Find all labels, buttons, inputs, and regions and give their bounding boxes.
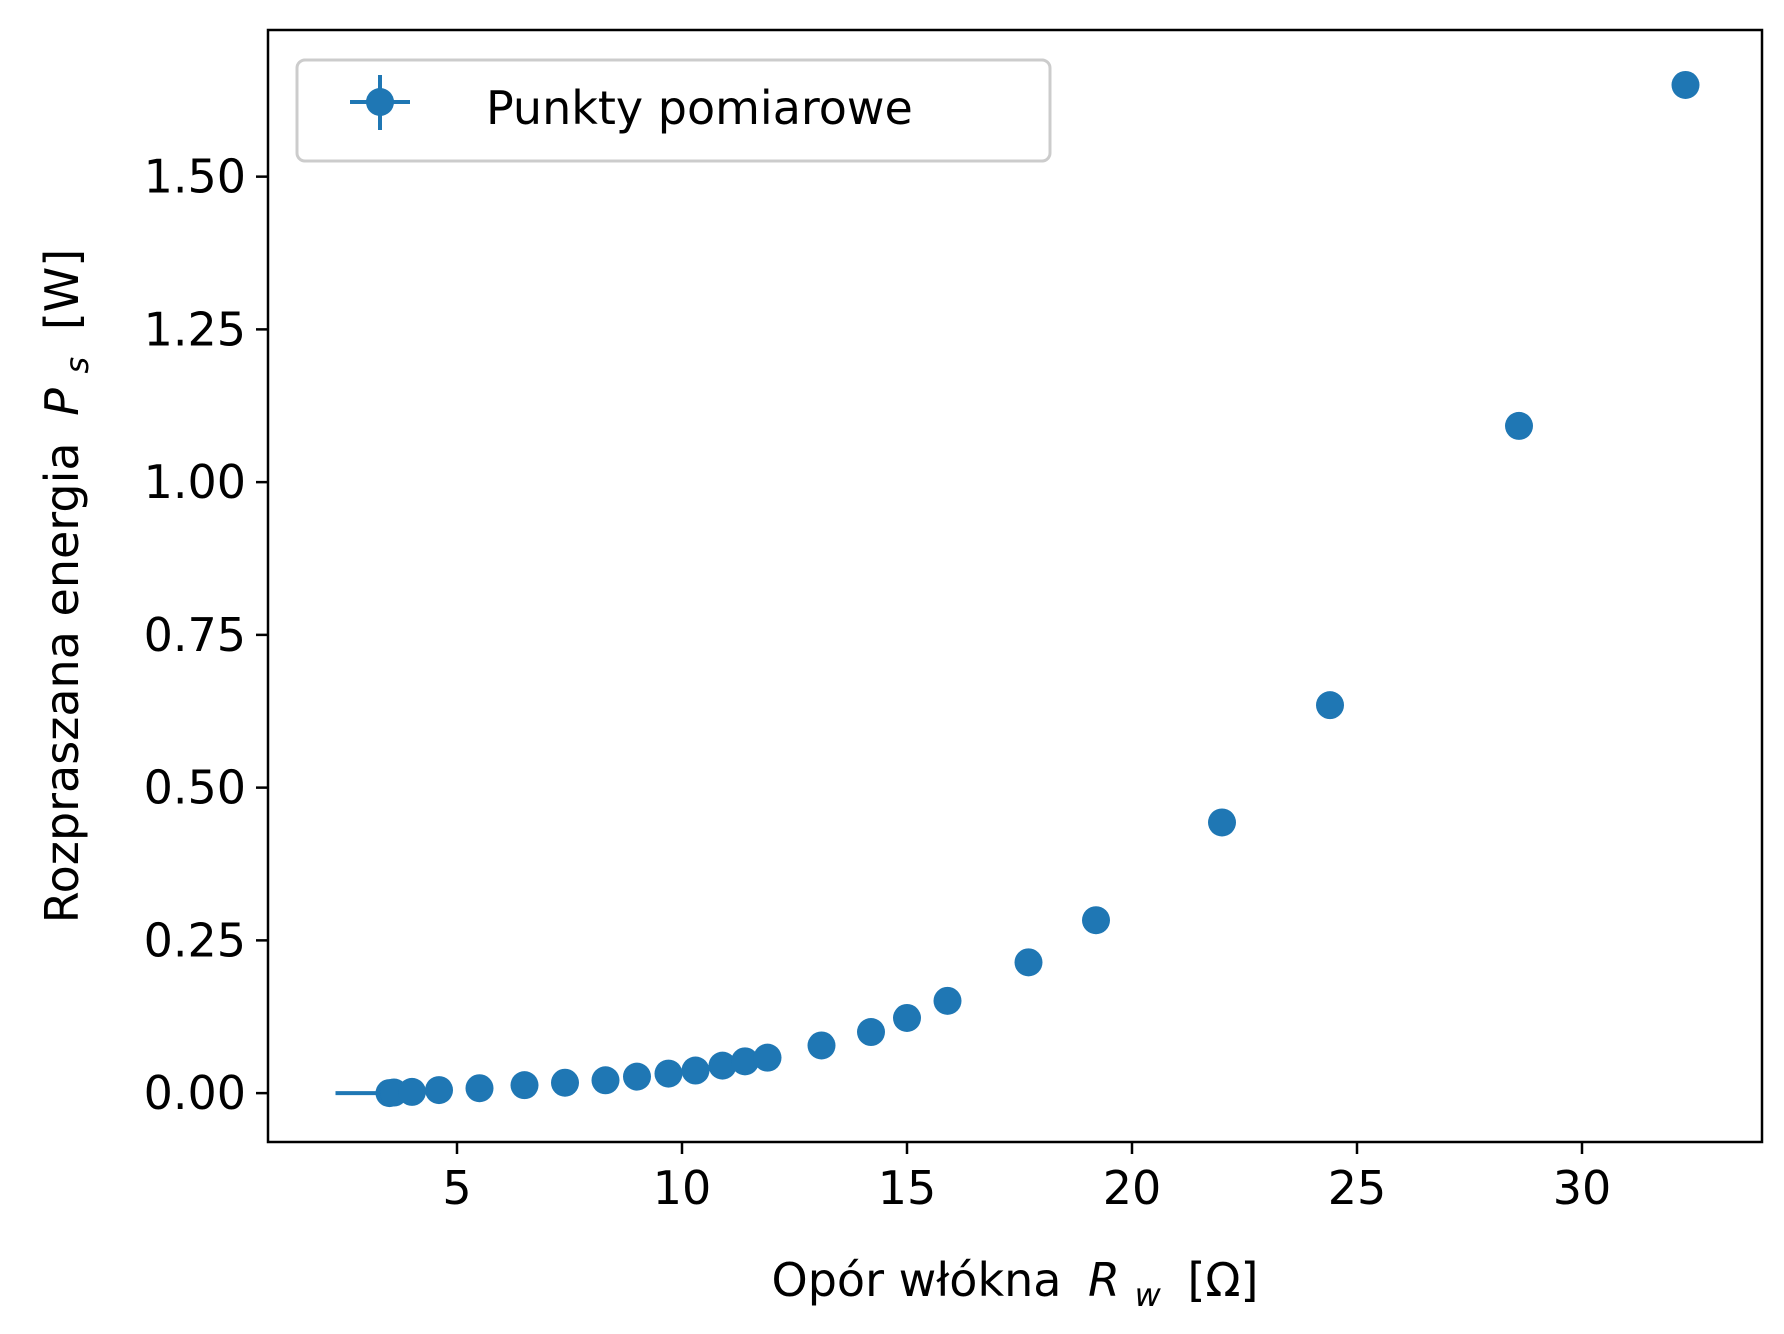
x-axis-label-unit: [Ω] <box>1187 1253 1258 1307</box>
legend-frame <box>295 58 1052 163</box>
legend-label: Punkty pomiarowe <box>486 81 913 135</box>
y-axis-label-symbol: P <box>35 388 89 416</box>
y-tick-label: 0.25 <box>144 913 246 967</box>
data-point <box>551 1068 579 1097</box>
y-tick-label: 1.25 <box>144 302 246 356</box>
x-tick-label: 30 <box>1553 1161 1612 1215</box>
data-point <box>731 1047 759 1076</box>
data-point <box>425 1076 453 1105</box>
axes: 5 10 15 20 25 30 0.00 0.25 0.50 0.75 1.00 1.25 1.50 <box>144 28 1764 1215</box>
data-point <box>1082 906 1110 935</box>
x-tick-label: 25 <box>1328 1161 1387 1215</box>
y-axis-label-unit: [W] <box>35 249 89 330</box>
y-axis-label: Rozpraszana energia P s [W] <box>35 249 99 923</box>
legend: Punkty pomiarowe <box>295 58 1052 163</box>
data-point <box>510 1071 539 1100</box>
y-axis-label-subscript: s <box>58 357 96 374</box>
plot-area <box>335 70 1700 1108</box>
axes-frame <box>266 28 1764 1144</box>
y-tick-label: 0.75 <box>144 608 246 662</box>
x-axis-label-symbol: R <box>1088 1253 1120 1307</box>
x-axis-label-text: Opór włókna <box>772 1253 1062 1307</box>
data-point <box>893 1003 921 1032</box>
x-tick-label: 15 <box>878 1161 937 1215</box>
x-axis-label-subscript: w <box>1135 1276 1162 1314</box>
x-tick-label: 5 <box>442 1161 471 1215</box>
y-axis-label-text: Rozpraszana energia <box>35 442 89 923</box>
x-axis-label: Opór włókna R w [Ω] <box>772 1253 1259 1317</box>
data-point <box>807 1031 836 1060</box>
y-tick-label: 0.00 <box>144 1066 246 1120</box>
y-tick-label: 1.50 <box>144 150 246 204</box>
data-point <box>591 1066 620 1095</box>
data-point <box>933 986 962 1015</box>
data-point <box>1671 70 1700 99</box>
y-tick-label: 0.50 <box>144 761 246 815</box>
data-point <box>623 1062 651 1091</box>
data-point <box>1208 808 1236 837</box>
data-point <box>857 1018 885 1047</box>
x-tick-label: 10 <box>653 1161 712 1215</box>
data-point <box>681 1056 710 1085</box>
data-point <box>1505 411 1533 440</box>
y-tick-label: 1.00 <box>144 455 246 509</box>
data-point <box>708 1051 737 1080</box>
data-point <box>654 1059 683 1088</box>
data-point <box>1014 948 1043 977</box>
data-point <box>753 1043 782 1072</box>
data-point <box>465 1074 494 1103</box>
x-tick-label: 20 <box>1103 1161 1162 1215</box>
data-point <box>398 1077 426 1106</box>
legend-marker-icon <box>350 75 410 130</box>
data-point <box>1316 691 1344 720</box>
